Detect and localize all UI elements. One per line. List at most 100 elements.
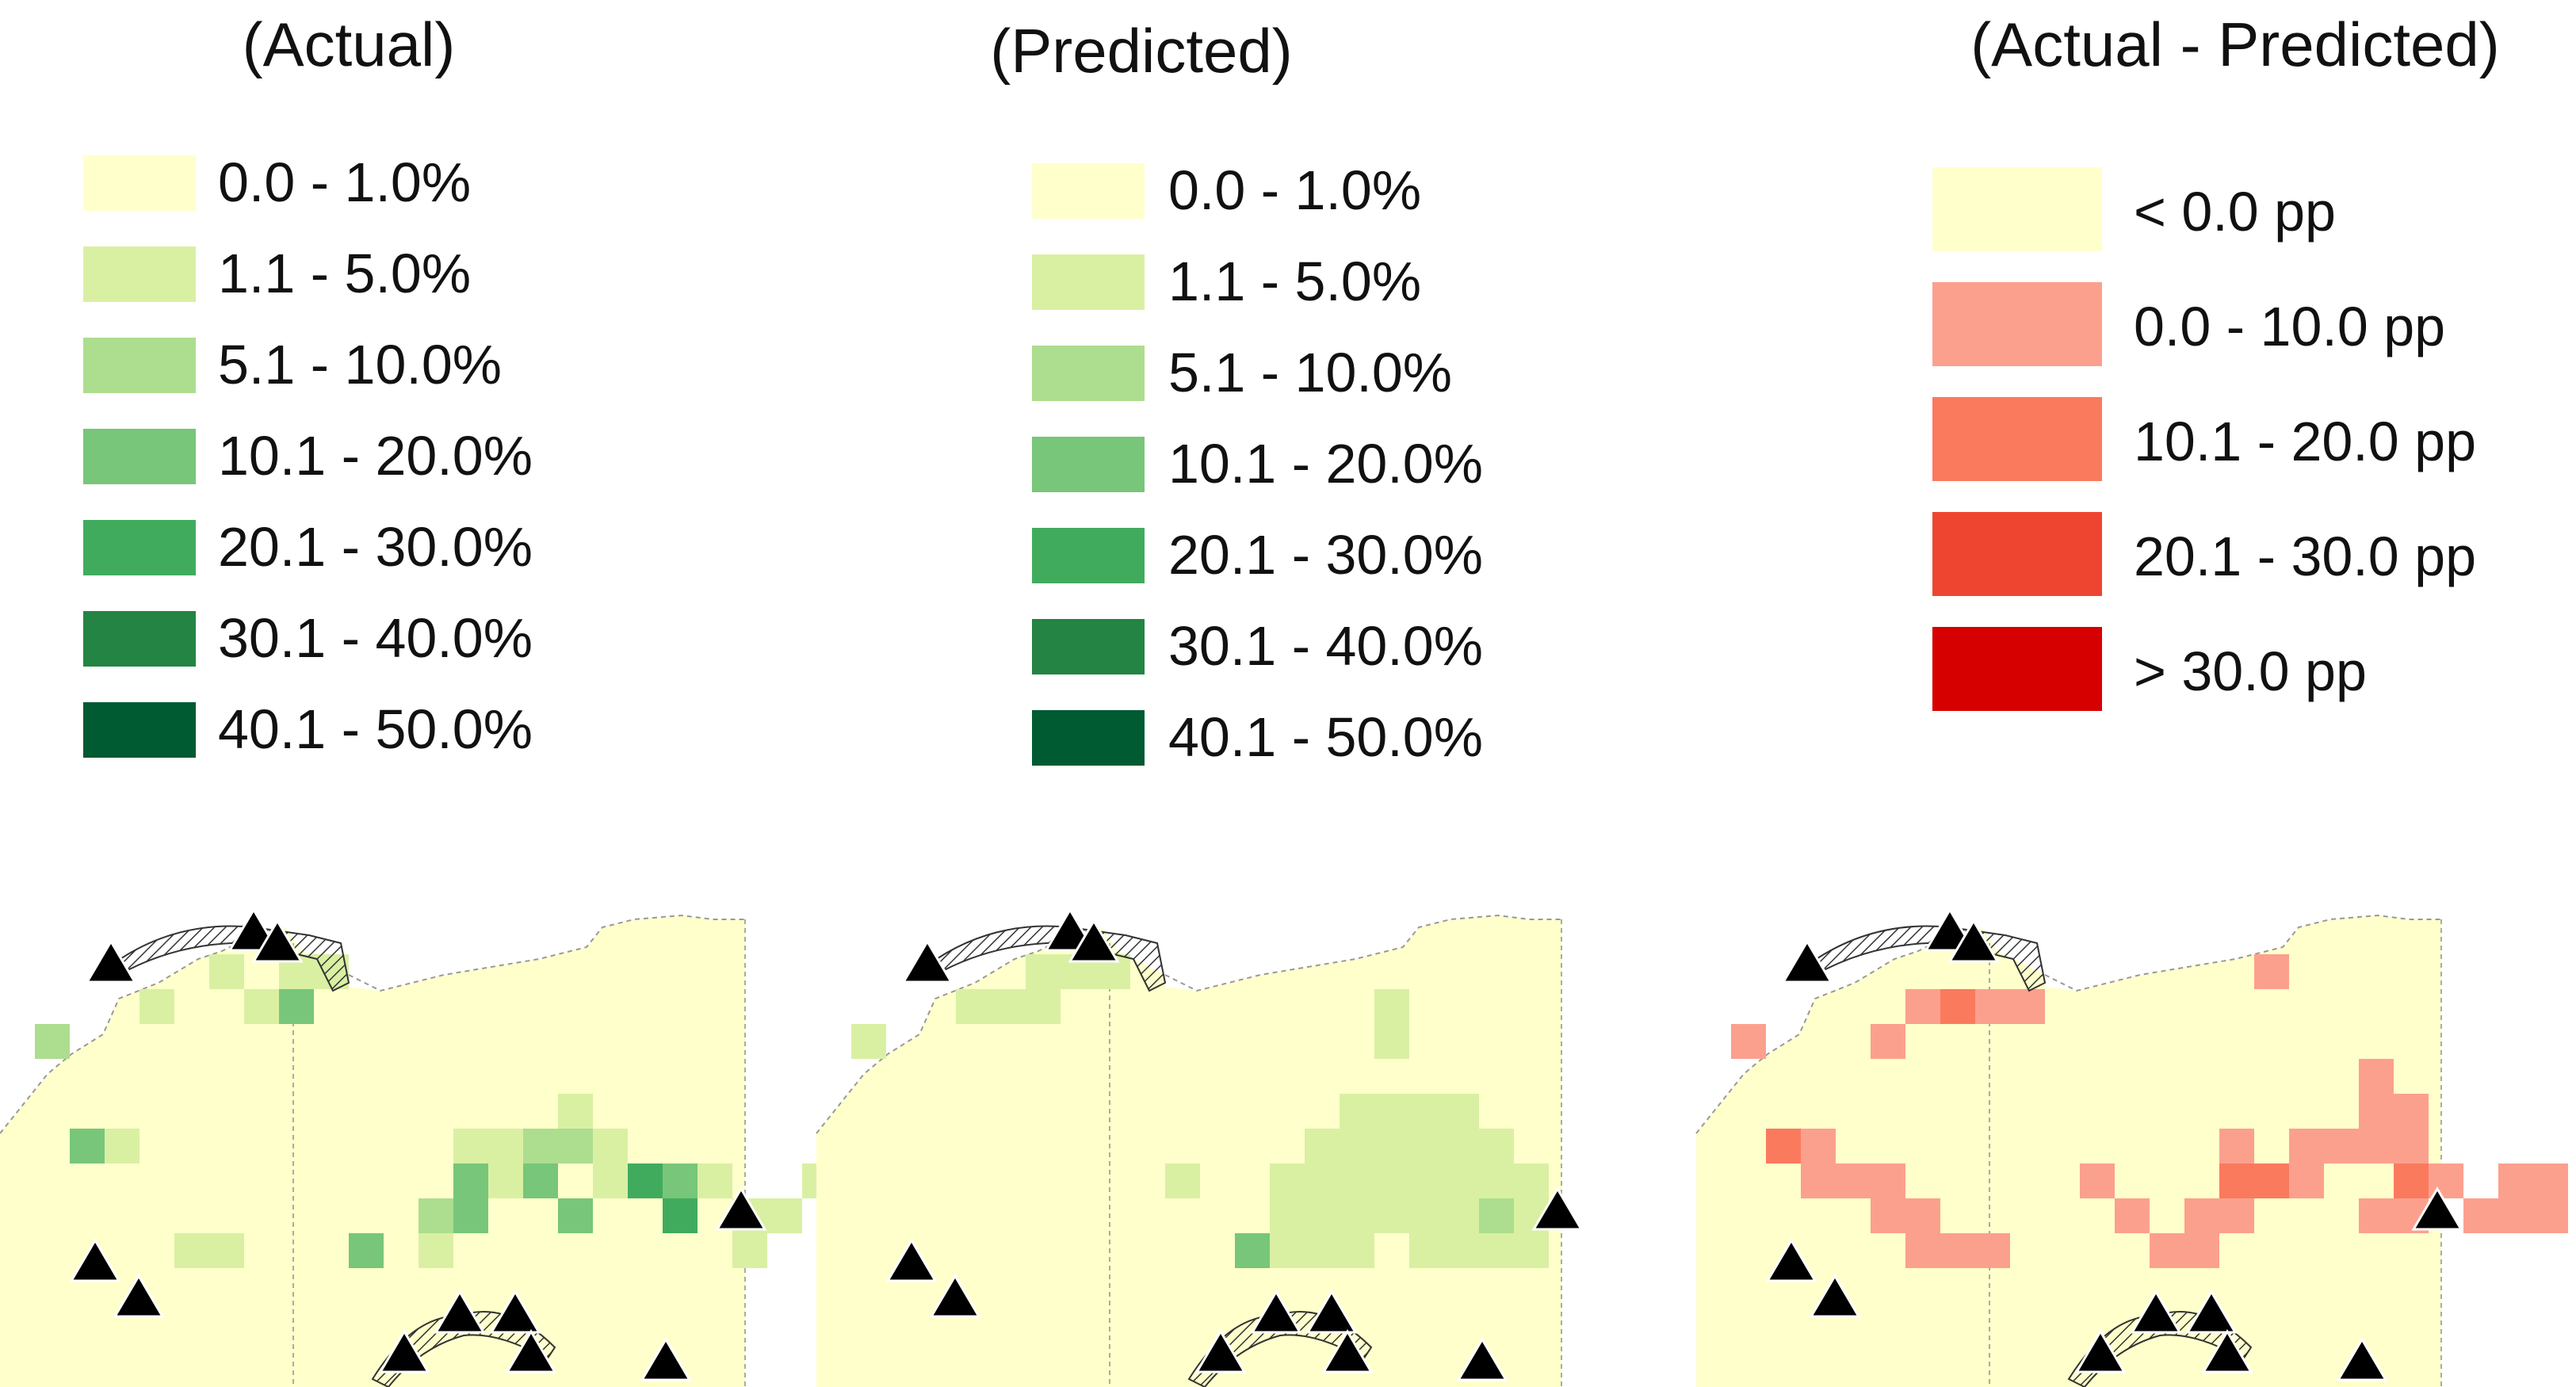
legend-label: 5.1 - 10.0%	[218, 334, 502, 395]
map-cell	[1479, 1129, 1514, 1163]
triangle-icon	[1321, 1329, 1374, 1374]
map-cell	[1479, 1198, 1514, 1233]
legend-label: 20.1 - 30.0%	[218, 516, 533, 578]
map-cell	[419, 1233, 453, 1268]
map-cell	[1305, 1129, 1340, 1163]
map-cell	[453, 1129, 488, 1163]
map-cell	[1165, 1163, 1200, 1198]
map-cell	[453, 1163, 488, 1198]
map-cell	[1409, 1094, 1444, 1129]
map-cell	[1975, 1233, 2010, 1268]
map-cell	[1801, 1163, 1836, 1198]
map-cell	[1940, 989, 1975, 1024]
legend-swatch	[1032, 254, 1145, 310]
legend-swatch	[83, 338, 196, 393]
map-cell	[1026, 989, 1061, 1024]
map-cell	[1305, 1163, 1340, 1198]
map-cell	[663, 1163, 698, 1198]
legend-swatch	[1032, 528, 1145, 583]
map-cell	[1940, 1233, 1975, 1268]
legend-label: 0.0 - 10.0 pp	[2134, 296, 2446, 357]
map-cell	[1374, 1163, 1409, 1198]
map-cell	[593, 1129, 628, 1163]
triangle-icon	[434, 1290, 486, 1334]
map-cell	[1270, 1198, 1305, 1233]
panel-predicted: (Predicted) 0.0 - 1.0% 1.1 - 5.0% 5.1 - …	[816, 0, 1609, 1387]
map-cell	[1374, 1094, 1409, 1129]
panel-title: (Predicted)	[990, 16, 1293, 86]
map-cell	[488, 1129, 523, 1163]
map-cell	[1270, 1233, 1305, 1268]
map-cell	[174, 1233, 209, 1268]
map-cell	[1409, 1163, 1444, 1198]
legend-label: > 30.0 pp	[2134, 640, 2367, 702]
panel-title: (Actual)	[242, 10, 456, 79]
map-cell	[2359, 1094, 2394, 1129]
legend-label: 5.1 - 10.0%	[1168, 342, 1452, 403]
triangle-icon	[2130, 1290, 2182, 1334]
legend-label: 30.1 - 40.0%	[1168, 615, 1483, 677]
map-cell	[1871, 1163, 1905, 1198]
triangle-icon	[378, 1329, 430, 1374]
map-cell	[1374, 989, 1409, 1024]
map-cell	[453, 1198, 488, 1233]
legend-swatch	[1032, 437, 1145, 492]
map-cell	[558, 1094, 593, 1129]
triangle-icon	[251, 919, 304, 963]
triangle-icon	[2336, 1337, 2388, 1381]
legend-swatch	[1932, 512, 2102, 596]
legend-label: 10.1 - 20.0%	[218, 425, 533, 487]
map-cell	[1444, 1233, 1479, 1268]
triangle-icon	[1305, 1290, 1358, 1334]
legend-swatch	[83, 155, 196, 211]
map-cell	[1374, 1198, 1409, 1233]
map-cell	[1479, 1163, 1514, 1198]
map-cell	[1340, 1198, 1374, 1233]
region-boundary	[348, 914, 745, 992]
triangle-icon	[69, 1238, 121, 1282]
legend-label: 20.1 - 30.0 pp	[2134, 525, 2476, 587]
map-cell	[1374, 1129, 1409, 1163]
map-cell	[2184, 1198, 2219, 1233]
map-cell	[2359, 1059, 2394, 1094]
map-cell	[1871, 1024, 1905, 1059]
map-cell	[1270, 1163, 1305, 1198]
map-cell	[140, 989, 174, 1024]
legend-swatch	[83, 611, 196, 667]
legend-label: 20.1 - 30.0%	[1168, 524, 1483, 586]
map-cell	[2219, 1163, 2254, 1198]
map-cell	[1479, 1233, 1514, 1268]
map-cell	[767, 1198, 802, 1233]
map-cell	[558, 1198, 593, 1233]
map-cell	[2289, 1163, 2324, 1198]
triangle-icon	[1809, 1274, 1861, 1318]
map-cell	[1871, 1198, 1905, 1233]
map-cell	[2394, 1094, 2429, 1129]
triangle-icon	[885, 1238, 938, 1282]
legend-label: 1.1 - 5.0%	[1168, 250, 1422, 312]
map-cell	[2533, 1163, 2568, 1198]
map-cell	[1514, 1163, 1549, 1198]
map-cell	[1836, 1163, 1871, 1198]
triangle-icon	[1531, 1186, 1584, 1231]
map-cell	[1340, 1163, 1374, 1198]
map-cell	[1340, 1233, 1374, 1268]
map-cell	[2394, 1163, 2429, 1198]
legend-swatch	[83, 246, 196, 302]
triangle-icon	[1250, 1290, 1302, 1334]
map-cell	[2533, 1198, 2568, 1233]
legend-swatch	[1932, 627, 2102, 711]
panel-actual: (Actual) 0.0 - 1.0% 1.1 - 5.0% 5.1 - 10.…	[0, 0, 837, 1387]
legend-swatch	[1932, 167, 2102, 251]
triangle-icon	[113, 1274, 165, 1318]
triangle-icon	[489, 1290, 541, 1334]
map-cell	[991, 989, 1026, 1024]
legend-swatch	[83, 520, 196, 575]
panel-difference: (Actual - Predicted) < 0.0 pp 0.0 - 10.0…	[1695, 0, 2576, 1387]
map-cell	[279, 989, 314, 1024]
triangle-icon	[2074, 1329, 2127, 1374]
map-cell	[1905, 1198, 1940, 1233]
region-boundary	[1164, 914, 1561, 992]
map-cell	[1444, 1129, 1479, 1163]
triangle-icon	[1456, 1337, 1508, 1381]
